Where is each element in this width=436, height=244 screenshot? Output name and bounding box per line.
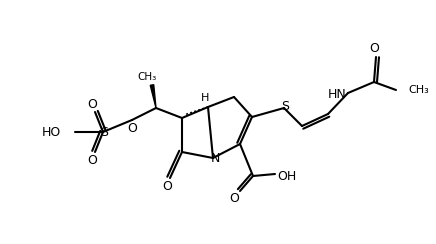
Text: N: N — [210, 152, 220, 164]
Text: O: O — [87, 153, 97, 166]
Text: S: S — [281, 101, 289, 113]
Text: O: O — [87, 98, 97, 111]
Text: HO: HO — [42, 125, 61, 139]
Text: HN: HN — [327, 89, 346, 102]
Text: CH₃: CH₃ — [137, 72, 157, 82]
Text: CH₃: CH₃ — [408, 85, 429, 95]
Text: O: O — [127, 122, 137, 135]
Text: O: O — [369, 42, 379, 55]
Text: S: S — [100, 126, 108, 140]
Text: H: H — [201, 93, 209, 103]
Polygon shape — [150, 85, 156, 108]
Text: O: O — [162, 181, 172, 193]
Text: OH: OH — [277, 170, 296, 183]
Text: O: O — [229, 193, 239, 205]
